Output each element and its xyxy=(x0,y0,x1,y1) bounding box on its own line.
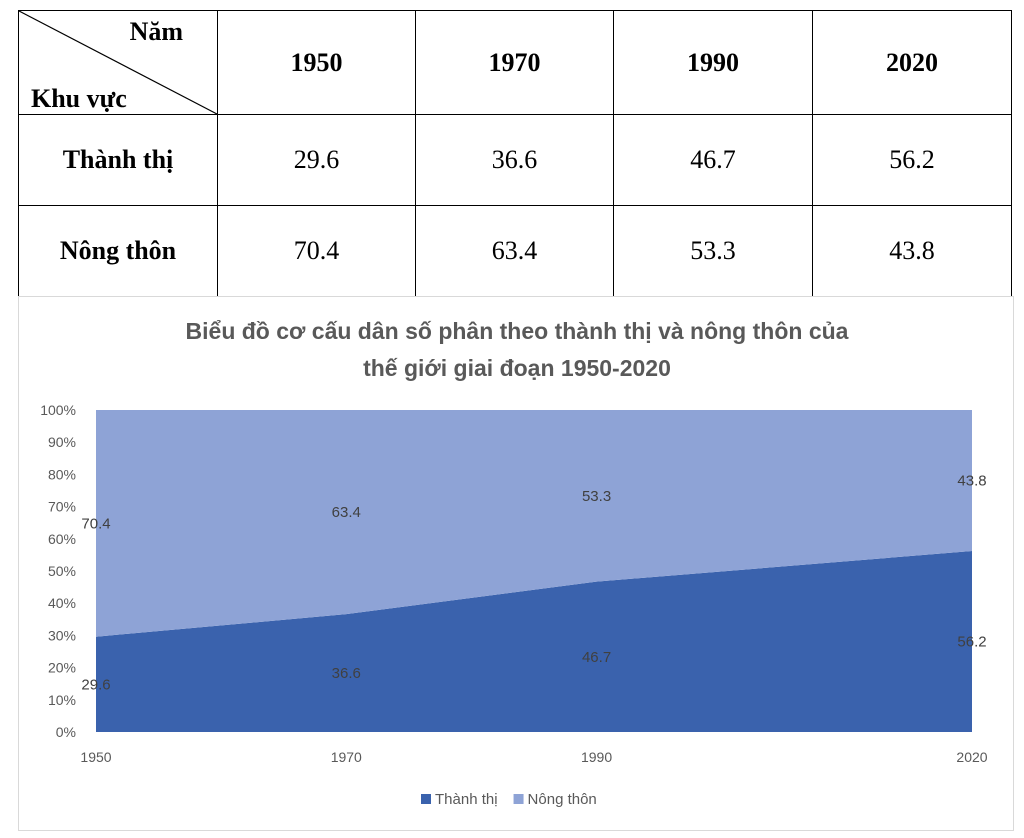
legend-swatch xyxy=(421,794,431,804)
legend-label: Nông thôn xyxy=(528,791,597,808)
y-axis: 0% 10% 20% 30% 40% 50% 60% 70% 80% 90% 100% xyxy=(40,402,76,740)
y-tick-label: 60% xyxy=(48,531,76,547)
y-tick-label: 90% xyxy=(48,434,76,450)
year-header: 1950 xyxy=(217,10,416,115)
x-tick-label: 2020 xyxy=(956,749,987,765)
y-tick-label: 100% xyxy=(40,402,76,418)
plot-area xyxy=(96,410,972,732)
x-tick-label: 1970 xyxy=(331,749,362,765)
corner-region-label: Khu vực xyxy=(31,84,127,113)
row-label: Nông thôn xyxy=(18,205,218,297)
year-header: 1990 xyxy=(613,10,813,115)
y-tick-label: 30% xyxy=(48,627,76,643)
table-row-rural: Nông thôn 70.4 63.4 53.3 43.8 xyxy=(18,205,1012,297)
data-label: 56.2 xyxy=(957,634,986,651)
table-header-row: Năm Khu vực 1950 1970 1990 2020 xyxy=(18,10,1012,115)
table-cell: 70.4 xyxy=(217,205,416,297)
data-label: 63.4 xyxy=(332,504,361,521)
x-tick-label: 1990 xyxy=(581,749,612,765)
data-label: 46.7 xyxy=(582,649,611,666)
data-label: 36.6 xyxy=(332,665,361,682)
table-cell: 63.4 xyxy=(415,205,614,297)
chart-frame: Biểu đồ cơ cấu dân số phân theo thành th… xyxy=(18,296,1014,831)
year-header: 1970 xyxy=(415,10,614,115)
y-tick-label: 20% xyxy=(48,660,76,676)
data-label: 53.3 xyxy=(582,488,611,505)
table-cell: 46.7 xyxy=(613,114,813,206)
year-header: 2020 xyxy=(812,10,1012,115)
x-axis: 1950 1970 1990 2020 xyxy=(80,749,987,765)
y-tick-label: 50% xyxy=(48,563,76,579)
table-row-urban: Thành thị 29.6 36.6 46.7 56.2 xyxy=(18,114,1012,206)
y-tick-label: 80% xyxy=(48,466,76,482)
x-tick-label: 1950 xyxy=(80,749,111,765)
table-corner-cell: Năm Khu vực xyxy=(18,10,218,115)
data-table: Năm Khu vực 1950 1970 1990 2020 Thành th… xyxy=(18,10,1012,297)
data-labels: 29.6 36.6 46.7 56.2 70.4 63.4 53.3 43.8 xyxy=(81,473,986,694)
series-area-0 xyxy=(96,551,972,732)
y-tick-label: 0% xyxy=(56,724,76,740)
chart-title-line-1: Biểu đồ cơ cấu dân số phân theo thành th… xyxy=(186,318,849,344)
chart-title-line-2: thế giới giai đoạn 1950-2020 xyxy=(363,355,671,381)
table-cell: 53.3 xyxy=(613,205,813,297)
corner-year-label: Năm xyxy=(129,17,183,46)
area-chart: Biểu đồ cơ cấu dân số phân theo thành th… xyxy=(40,318,988,808)
legend: Thành thị Nông thôn xyxy=(421,791,597,808)
data-label: 29.6 xyxy=(81,676,110,693)
legend-swatch xyxy=(513,794,524,804)
row-label: Thành thị xyxy=(18,114,218,206)
table-cell: 56.2 xyxy=(812,114,1012,206)
y-tick-label: 40% xyxy=(48,595,76,611)
y-tick-label: 10% xyxy=(48,692,76,708)
series-area-1 xyxy=(96,410,972,637)
data-label: 43.8 xyxy=(957,473,986,490)
y-tick-label: 70% xyxy=(48,499,76,515)
table-cell: 29.6 xyxy=(217,114,416,206)
table-cell: 36.6 xyxy=(415,114,614,206)
data-label: 70.4 xyxy=(81,515,110,532)
table-cell: 43.8 xyxy=(812,205,1012,297)
corner-diagonal xyxy=(19,11,217,114)
legend-label: Thành thị xyxy=(435,791,498,808)
